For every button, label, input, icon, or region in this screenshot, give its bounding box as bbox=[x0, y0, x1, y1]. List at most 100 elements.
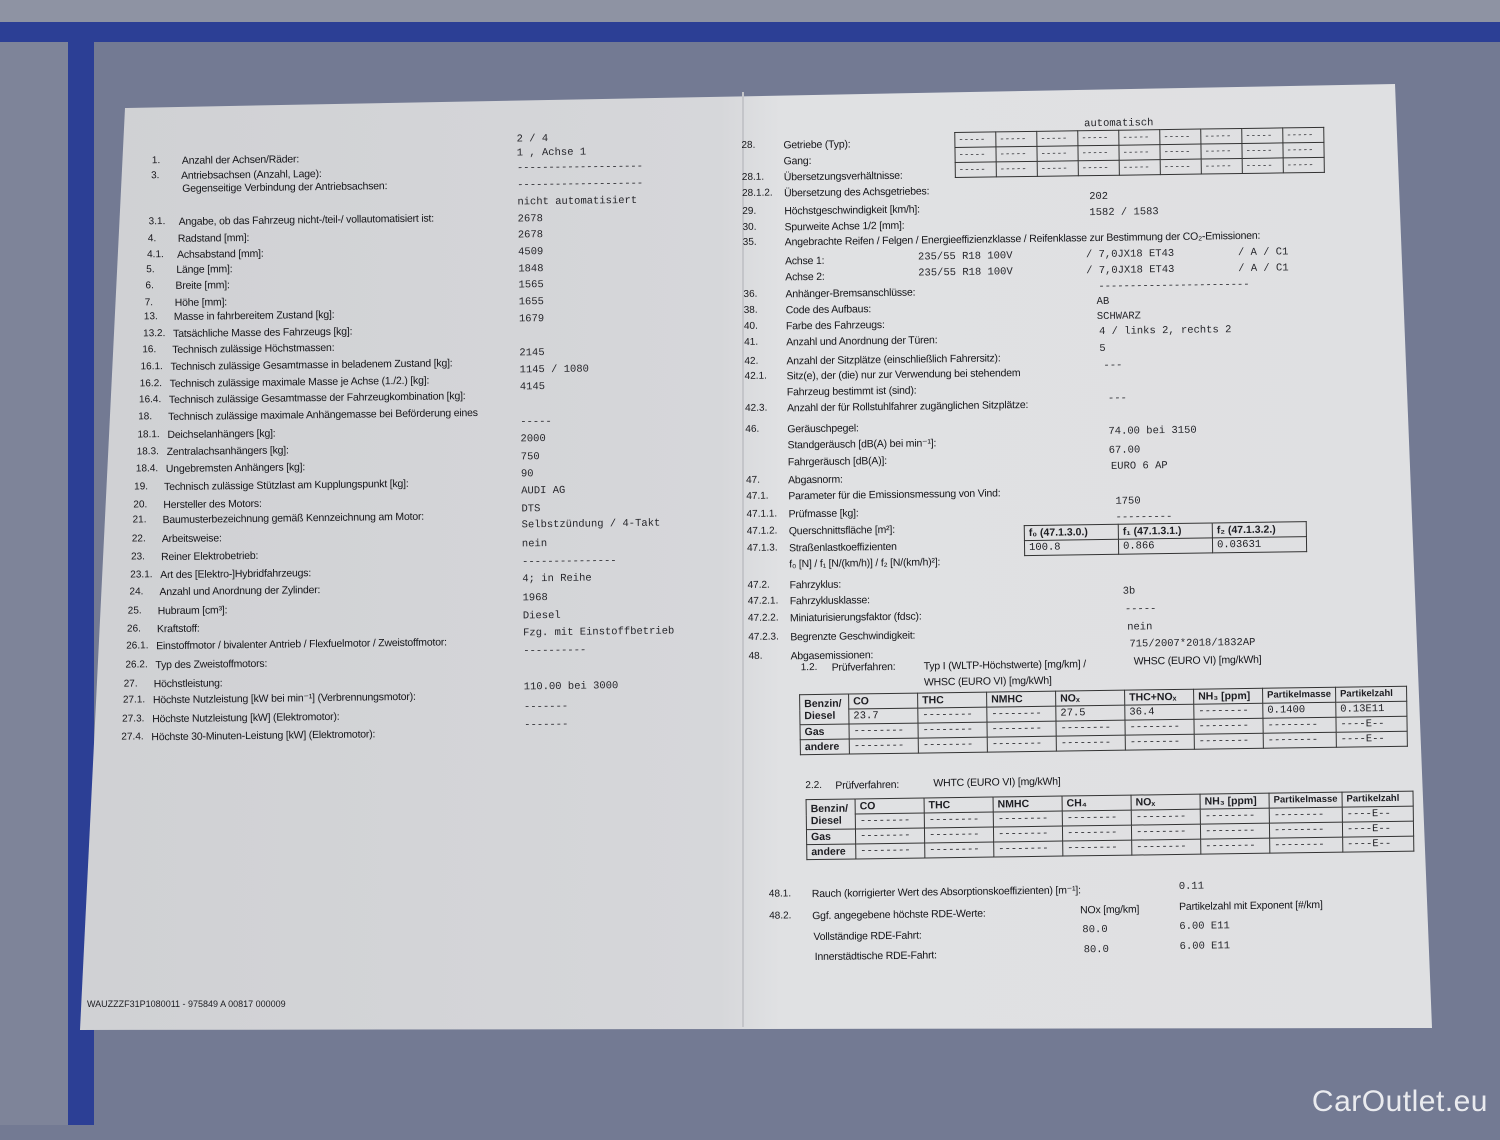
field-value: automatisch bbox=[1084, 117, 1154, 131]
field-number: 28.1.2. bbox=[742, 187, 773, 199]
gear-cell: ----- bbox=[995, 146, 1038, 162]
test22-num: 2.2. bbox=[805, 779, 823, 792]
table-header: THC+NOₓ bbox=[1124, 689, 1194, 706]
rde-label: Ggf. angegebene höchste RDE-Werte: bbox=[812, 907, 986, 923]
field-label: Code des Aufbaus: bbox=[785, 303, 872, 317]
field-label: Parameter für die Emissionsmessung von V… bbox=[788, 487, 1001, 503]
table-cell: -------- bbox=[1062, 840, 1132, 857]
field-label: Miniaturisierungsfaktor (fdsc): bbox=[789, 610, 922, 625]
table-header: CO bbox=[848, 693, 918, 710]
test12-proc3: WHSC (EURO VI) [mg/kWh] bbox=[923, 674, 1052, 689]
table-header: Partikelmasse bbox=[1262, 687, 1336, 704]
field-number: 35. bbox=[742, 236, 757, 248]
table-cell: -------- bbox=[986, 721, 1057, 738]
field-value: / 7,0JX18 ET43 bbox=[1086, 263, 1175, 278]
table-cell: -------- bbox=[1194, 733, 1264, 750]
gear-cell: ----- bbox=[954, 146, 997, 163]
gear-cell: ----- bbox=[1077, 130, 1119, 146]
smoke-value: 0.11 bbox=[1178, 880, 1205, 893]
rde-row-nox: 80.0 bbox=[1082, 923, 1108, 937]
row-header: Gas bbox=[806, 828, 856, 845]
field-value: 4 / links 2, rechts 2 bbox=[1098, 324, 1232, 339]
field-number: 30. bbox=[742, 221, 757, 233]
field-value: SCHWARZ bbox=[1096, 310, 1142, 324]
table-cell: 0.13E11 bbox=[1335, 701, 1407, 718]
field-label: Fahrgeräusch [dB(A)]: bbox=[787, 454, 888, 469]
table-cell: -------- bbox=[855, 827, 925, 844]
table-cell: 100.8 bbox=[1024, 539, 1119, 556]
field-label: Querschnittsfläche [m²]: bbox=[788, 523, 895, 538]
field-label: Geräuschpegel: bbox=[787, 422, 859, 436]
table-cell: -------- bbox=[855, 842, 925, 859]
field-label: Gang: bbox=[783, 155, 812, 168]
row-header: andere bbox=[806, 843, 856, 860]
rde-row-pn: 6.00 E11 bbox=[1179, 920, 1230, 933]
table-cell: -------- bbox=[1269, 807, 1343, 824]
table-header: THC bbox=[924, 797, 994, 813]
table-cell: -------- bbox=[1200, 823, 1270, 840]
table-cell: -------- bbox=[993, 841, 1063, 858]
table-cell: 0.03631 bbox=[1212, 536, 1307, 553]
table-cell: -------- bbox=[987, 736, 1057, 753]
field-value: / 7,0JX18 ET43 bbox=[1085, 247, 1175, 262]
document-footer-id: WAUZZZF31P1080011 - 975849 A 00817 00000… bbox=[87, 999, 286, 1009]
table-cell: -------- bbox=[993, 811, 1063, 828]
table-cell: -------- bbox=[1124, 719, 1195, 736]
field-number: 41. bbox=[744, 336, 759, 348]
watermark-logo: CarOutlet.eu bbox=[1311, 1085, 1488, 1118]
field-number: 47.1.3. bbox=[746, 542, 778, 554]
field-value: / A / C1 bbox=[1238, 262, 1289, 276]
table-cell: -------- bbox=[1269, 822, 1343, 839]
field-number: 47.1. bbox=[746, 490, 769, 502]
table-cell: -------- bbox=[924, 827, 994, 843]
field-value: 235/55 R18 100V bbox=[918, 266, 1013, 280]
table-cell: -------- bbox=[924, 842, 994, 858]
table-cell: -------- bbox=[1193, 718, 1264, 735]
rde-row-label: Vollständige RDE-Fahrt: bbox=[813, 929, 922, 944]
background-left bbox=[0, 42, 68, 1125]
field-number: 47.1.2. bbox=[746, 525, 778, 537]
table-cell: 0.1400 bbox=[1262, 702, 1336, 719]
field-label: Fahrzyklusklasse: bbox=[789, 594, 870, 608]
table-cell: -------- bbox=[848, 723, 919, 740]
paper-fold bbox=[742, 92, 744, 1027]
gear-cell: ----- bbox=[995, 131, 1037, 147]
smoke-num: 48.1. bbox=[768, 888, 792, 900]
field-label: Anzahl der Sitzplätze (einschließlich Fa… bbox=[786, 352, 1001, 368]
field-value: ----- bbox=[1124, 603, 1157, 616]
table-cell: -------- bbox=[1263, 732, 1337, 749]
table-header: NH₃ [ppm] bbox=[1200, 793, 1270, 810]
field-number: 40. bbox=[743, 320, 758, 332]
table-header: THC bbox=[917, 692, 987, 709]
gear-cell: ----- bbox=[1118, 144, 1161, 161]
gear-cell: ----- bbox=[1201, 158, 1243, 175]
table-header: Partikelzahl bbox=[1335, 686, 1407, 703]
rde-row-label: Innerstädtische RDE-Fahrt: bbox=[814, 949, 937, 964]
field-label: Begrenzte Geschwindigkeit: bbox=[790, 629, 916, 644]
test22-label: Prüfverfahren: bbox=[835, 778, 900, 792]
field-number: 47.2.3. bbox=[748, 631, 779, 643]
row-header: Benzin/ Diesel bbox=[806, 798, 856, 830]
table-cell: -------- bbox=[1055, 720, 1126, 737]
field-label: f₀ [N] / f₁ [N/(km/h)] / f₂ [N/(km/h)²]: bbox=[789, 556, 941, 571]
field-number: 48. bbox=[748, 650, 763, 662]
table-row: 100.8 0.866 0.03631 bbox=[1024, 536, 1307, 556]
rde-row-pn: 6.00 E11 bbox=[1179, 940, 1231, 953]
table-header: NMHC bbox=[986, 691, 1056, 708]
rde-col-nox: NOx [mg/km] bbox=[1080, 903, 1140, 917]
table-header: NOₓ bbox=[1131, 794, 1201, 811]
field-label: Höchstgeschwindigkeit [km/h]: bbox=[784, 203, 920, 218]
field-value: ------------------------ bbox=[1098, 278, 1250, 294]
gear-cell: ----- bbox=[1200, 143, 1243, 160]
field-label: Abgasemissionen: bbox=[790, 649, 874, 663]
test22-proc: WHTC (EURO VI) [mg/kWh] bbox=[933, 775, 1061, 790]
row-header: Gas bbox=[800, 724, 850, 740]
gear-cell: ----- bbox=[1036, 130, 1078, 147]
field-number: 47.2. bbox=[747, 579, 770, 591]
table-cell: ----E-- bbox=[1342, 821, 1414, 838]
field-label: Achse 2: bbox=[785, 270, 825, 284]
gear-cell: ----- bbox=[1241, 142, 1284, 159]
table-header: CO bbox=[855, 797, 925, 814]
field-label: Angebrachte Reifen / Felgen / Energieeff… bbox=[784, 229, 1261, 249]
row-header: andere bbox=[800, 739, 850, 755]
